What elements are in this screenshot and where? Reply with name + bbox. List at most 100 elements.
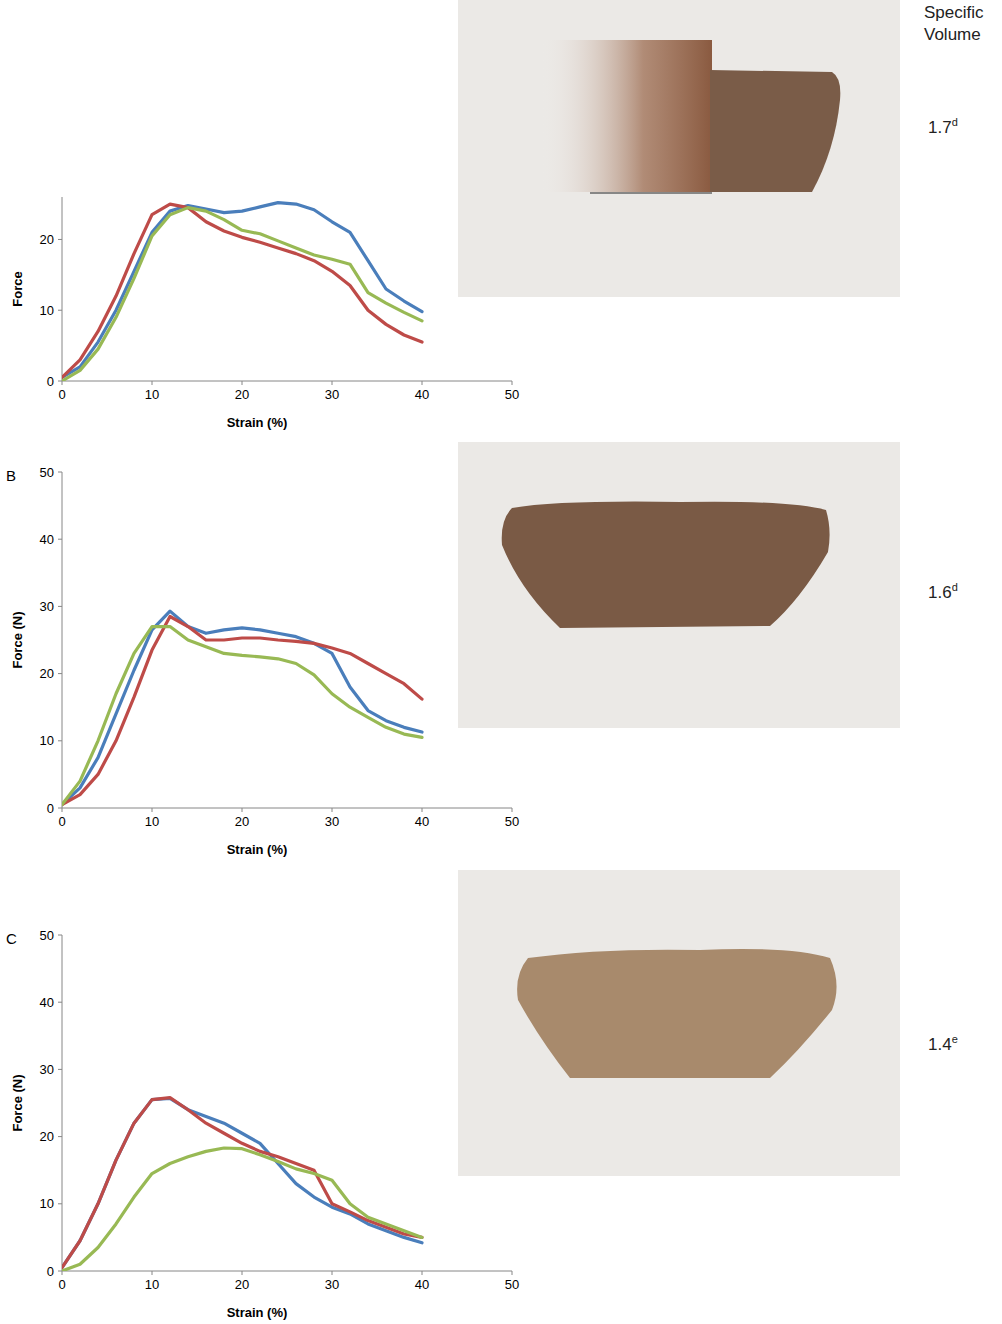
value-superscript: d [952,116,958,128]
x-tick [512,381,513,385]
force-curve [62,627,422,805]
y-tick-label: 0 [47,801,54,816]
x-tick-label: 10 [145,814,159,829]
specific-volume-value: 1.6d [928,581,958,602]
y-tick [58,539,62,540]
y-tick-label: 30 [40,1062,54,1077]
y-tick [58,673,62,674]
force-curve [62,616,422,804]
force-curve [62,208,422,381]
x-axis-title: Strain (%) [227,1305,288,1320]
x-tick-label: 50 [505,814,519,829]
force-curve [62,611,422,805]
y-tick-label: 0 [47,1264,54,1279]
column-header: SpecificVolume [924,3,984,44]
series-group [62,611,422,805]
specific-volume-value: 1.7d [928,116,958,137]
photo-blur [540,40,712,192]
y-tick-label: 40 [40,532,54,547]
x-tick [152,1271,153,1275]
x-tick [422,381,423,385]
x-tick [422,808,423,812]
value-text: 1.4 [928,1035,952,1054]
x-tick [512,1271,513,1275]
y-tick-label: 20 [40,1129,54,1144]
y-axis [62,472,63,808]
force-curve [62,1098,422,1267]
bread-slice [517,949,836,1078]
x-tick [242,1271,243,1275]
y-tick-label: 50 [40,465,54,480]
photo-background [458,870,900,1176]
y-tick-label: 10 [40,733,54,748]
y-tick [58,1271,62,1272]
y-tick [58,808,62,809]
panel: 0102030405001020304050Strain (%)Force (N… [6,442,958,857]
y-tick [58,606,62,607]
x-tick [152,381,153,385]
bread-slice [502,502,830,628]
x-tick-label: 20 [235,1277,249,1292]
x-tick-label: 10 [145,1277,159,1292]
y-tick-label: 20 [40,666,54,681]
y-tick-label: 0 [47,374,54,389]
series-group [62,1098,422,1271]
x-tick-label: 30 [325,1277,339,1292]
x-tick [422,1271,423,1275]
x-tick-label: 30 [325,814,339,829]
x-tick-label: 0 [58,387,65,402]
y-axis-title: Force (N) [10,1074,25,1131]
y-tick [58,472,62,473]
x-tick [332,1271,333,1275]
x-tick-label: 40 [415,1277,429,1292]
x-tick-label: 20 [235,387,249,402]
x-tick [62,808,63,812]
x-tick-label: 20 [235,814,249,829]
y-axis [62,935,63,1271]
x-axis-title: Strain (%) [227,842,288,857]
y-tick [58,239,62,240]
x-axis [62,808,512,809]
x-tick [62,381,63,385]
y-axis-title: Force (N) [10,611,25,668]
x-tick [332,381,333,385]
x-tick-label: 0 [58,814,65,829]
photo-background [458,0,900,297]
panel-label: C [6,930,17,947]
x-tick-label: 0 [58,1277,65,1292]
value-superscript: e [952,1033,958,1045]
x-tick-label: 30 [325,387,339,402]
x-tick-label: 10 [145,387,159,402]
y-tick [58,935,62,936]
y-tick [58,740,62,741]
y-tick [58,381,62,382]
value-text: 1.7 [928,118,952,137]
photo-edge [590,192,712,194]
y-tick-label: 30 [40,599,54,614]
force-curve [62,1098,422,1268]
header-line: Volume [924,25,981,44]
x-tick-label: 50 [505,387,519,402]
specific-volume-value: 1.4e [928,1033,958,1054]
force-curve [62,1148,422,1271]
panel: 0102030405001020Strain (%)ForceSpecificV… [10,0,984,430]
value-superscript: d [952,581,958,593]
y-tick [58,1002,62,1003]
bread-slice [710,70,840,192]
value-text: 1.6 [928,583,952,602]
series-group [62,203,422,381]
x-tick [512,808,513,812]
x-tick-label: 50 [505,1277,519,1292]
y-tick-label: 10 [40,303,54,318]
figure: 0 10 20 30 40 50 0 10 20 Strain (%) Force SpecificV… [0,0,1002,1324]
x-axis [62,381,512,382]
x-axis-title: Strain (%) [227,415,288,430]
x-tick [62,1271,63,1275]
y-axis-title: Force [10,271,25,306]
y-tick-label: 10 [40,1196,54,1211]
y-tick [58,1136,62,1137]
panel: 0102030405001020304050Strain (%)Force (N… [6,870,958,1320]
x-tick [152,808,153,812]
x-tick-label: 40 [415,387,429,402]
panel-label: B [6,467,16,484]
